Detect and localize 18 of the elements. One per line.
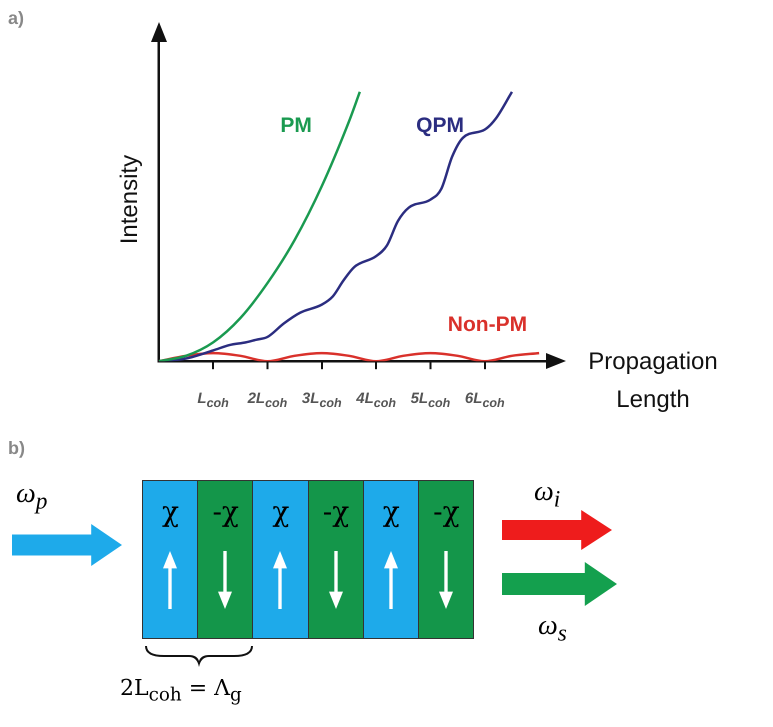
series-label: Non-PM [448,313,528,336]
x-tick-label: 3L$_{coh}$ [302,390,342,410]
x-tick-label: 5L$_{coh}$ [410,390,450,410]
x-tick-label: L$_{coh}$ [197,390,229,410]
x-tick-label: 6L$_{coh}$ [464,390,505,410]
x-tick-label: 2L$_{coh}$ [248,390,288,410]
text: ω$_{p}$ [16,478,48,516]
text: a) [8,8,24,29]
x-axis-title: Propagation Length [587,347,719,416]
crystal-block: χ -χ χ -χ χ -χ [142,480,474,639]
y-axis-title: Intensity [116,154,144,244]
text: b) [8,438,25,459]
series-label: PM [280,114,312,137]
x-tick-label: 4L$_{coh}$ [356,390,396,410]
text: ω$_{s}$ [538,610,567,648]
text: 2L$_{coh}$ = Λ$_{g}$ [120,676,242,706]
series-label: QPM [416,114,464,137]
text: ω$_{i}$ [534,476,560,514]
